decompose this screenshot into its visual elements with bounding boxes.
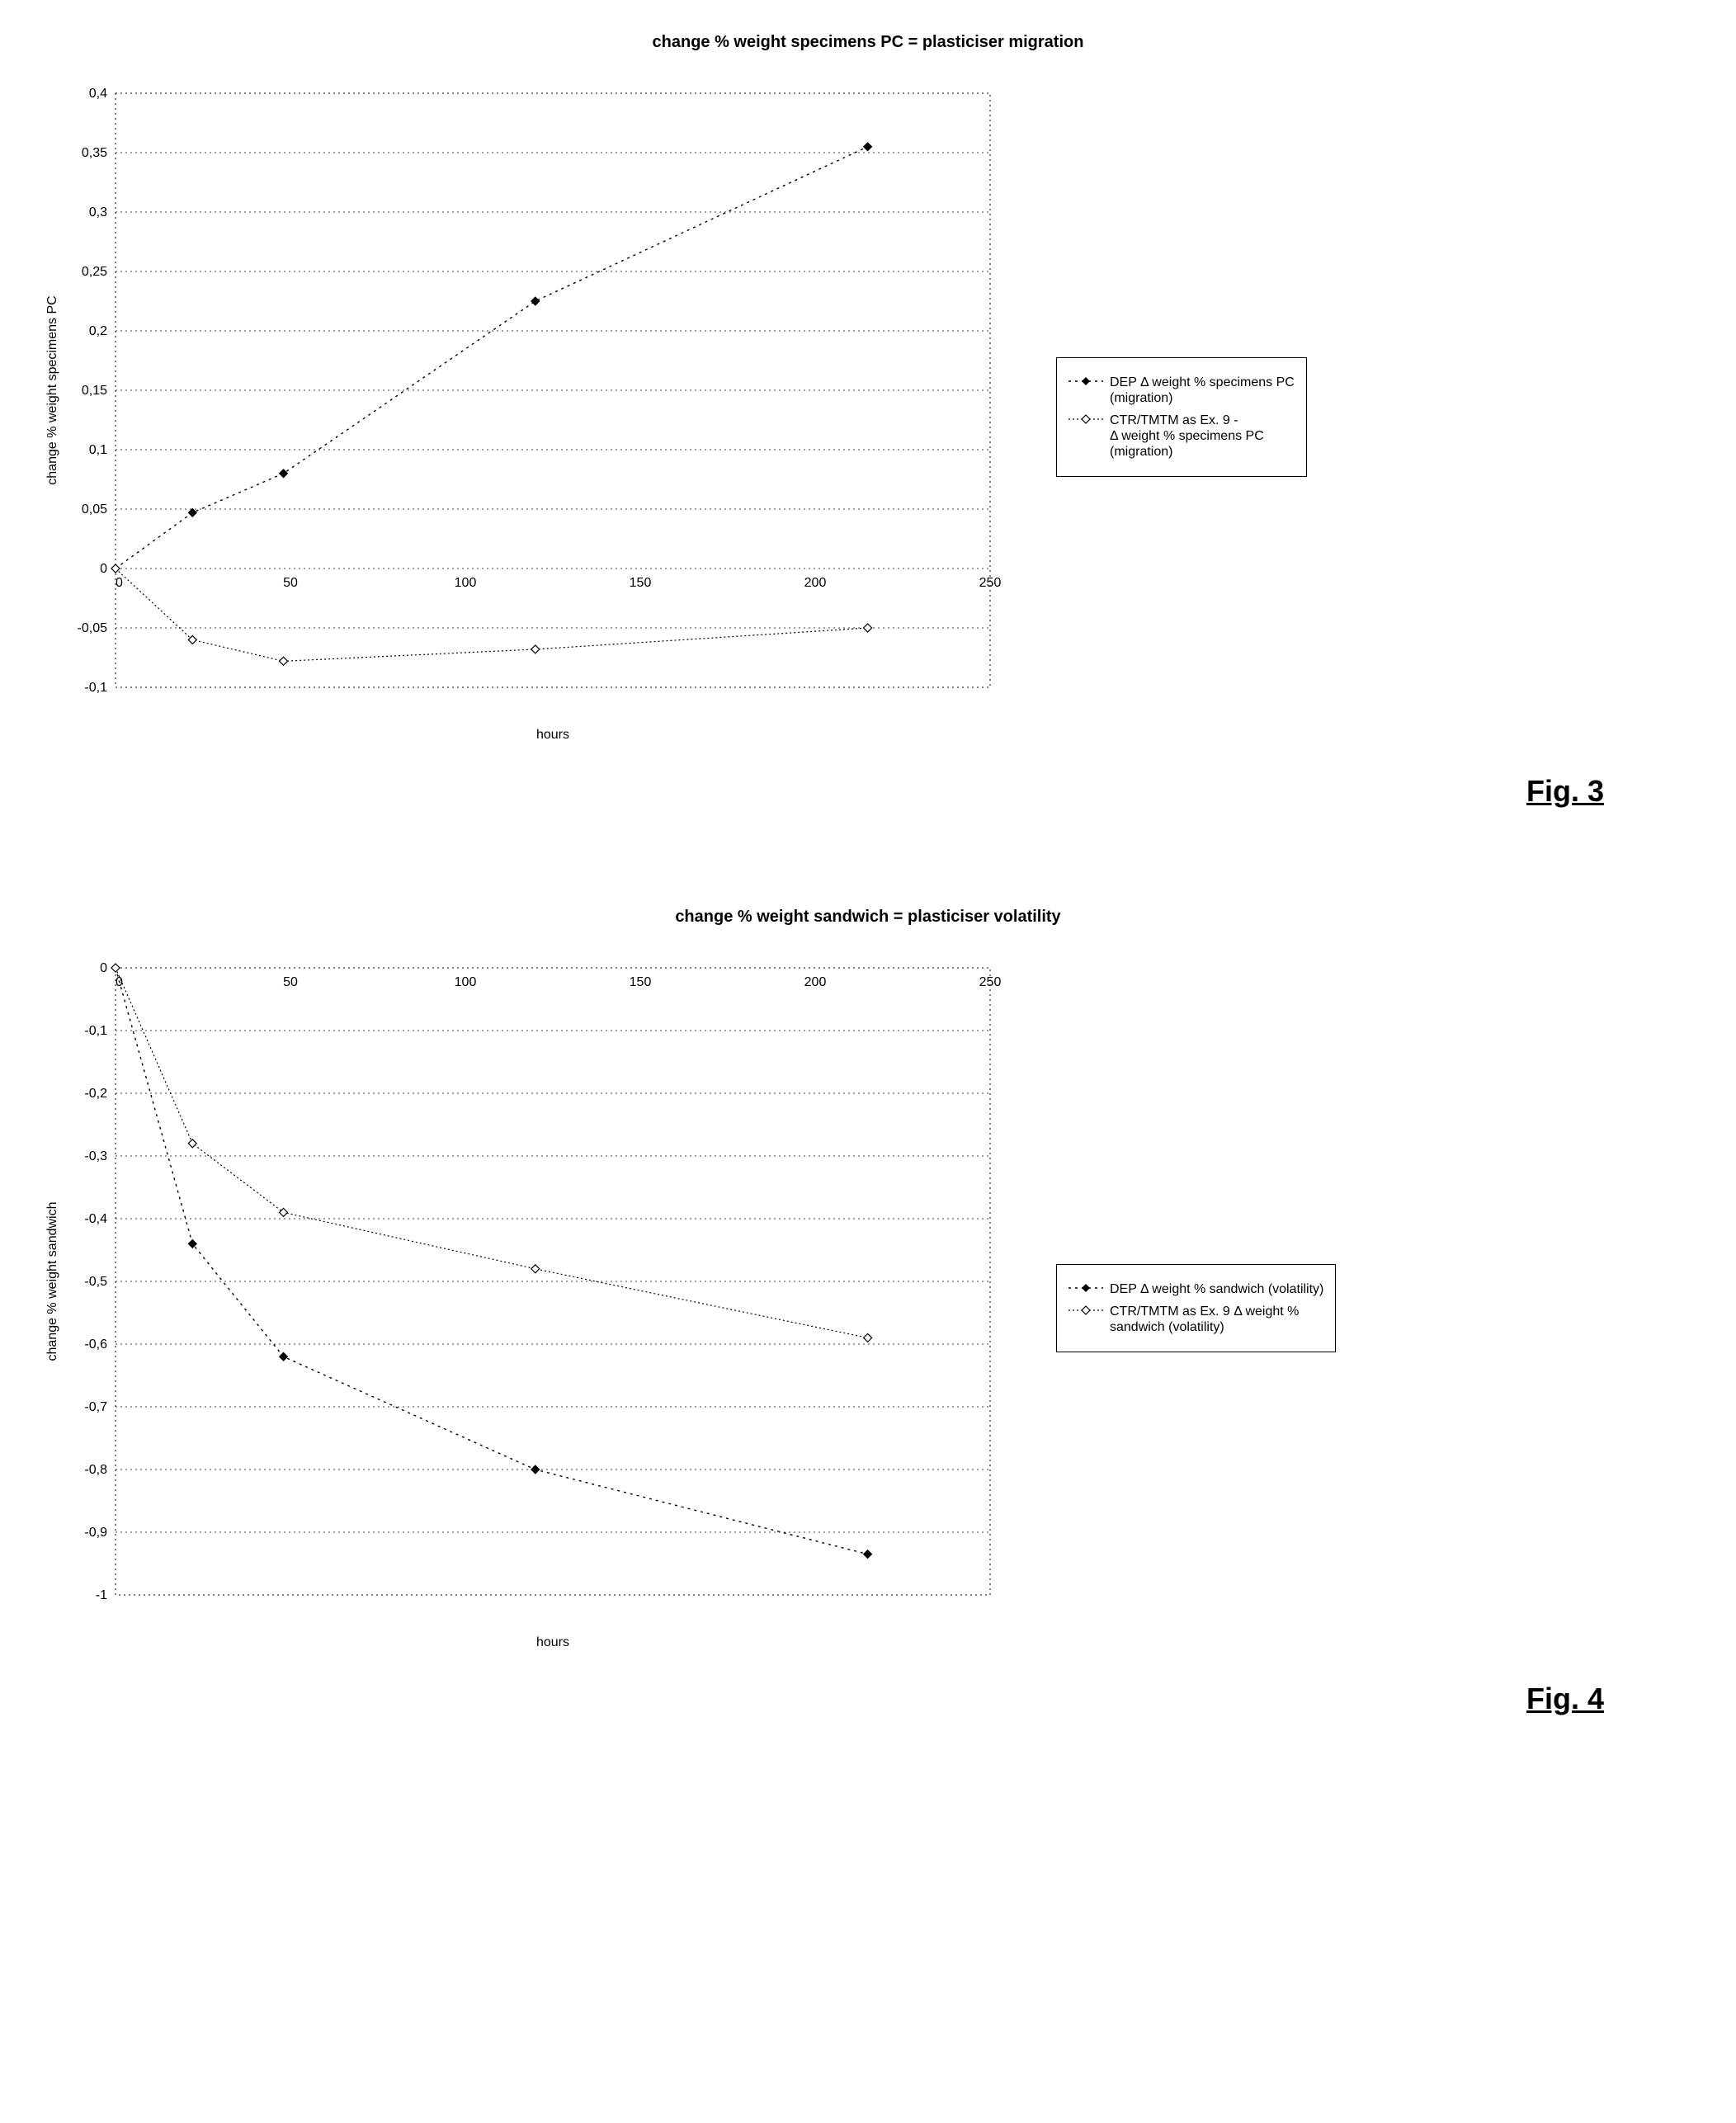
legend-item: CTR/TMTM as Ex. 9 - Δ weight % specimens… [1068,413,1295,460]
svg-text:150: 150 [630,975,652,989]
fig3-row: -0,1 -0,05 0 0,05 0,1 0,15 0,2 0,25 0,3 0,35 0,4 0 5… [33,77,1703,757]
svg-text:0,05: 0,05 [82,502,107,517]
svg-text:150: 150 [630,576,652,590]
fig4-legend: DEP Δ weight % sandwich (volatility) CTR/… [1056,1264,1336,1353]
svg-text:-0,4: -0,4 [84,1212,107,1226]
svg-text:-0,1: -0,1 [84,1024,107,1038]
legend-text: CTR/TMTM as Ex. 9 Δ weight % sandwich (v… [1110,1304,1299,1335]
svg-text:change % weight sandwich: change % weight sandwich [45,1201,59,1361]
legend-text: DEP Δ weight % specimens PC (migration) [1110,375,1295,406]
svg-text:50: 50 [283,576,298,590]
svg-text:-0,6: -0,6 [84,1337,107,1352]
svg-text:-1: -1 [96,1588,107,1602]
fig3-legend: DEP Δ weight % specimens PC (migration) C… [1056,357,1307,478]
legend-text: DEP Δ weight % sandwich (volatility) [1110,1281,1323,1297]
fig3-chart: -0,1 -0,05 0 0,05 0,1 0,15 0,2 0,25 0,3 0,35 0,4 0 5… [33,77,1007,757]
svg-text:0: 0 [100,961,107,975]
svg-text:-0,3: -0,3 [84,1149,107,1163]
svg-text:0: 0 [116,576,123,590]
svg-text:0,2: 0,2 [89,324,107,338]
svg-text:0,4: 0,4 [89,87,107,101]
svg-text:0,1: 0,1 [89,443,107,457]
legend-marker-icon [1068,1304,1103,1317]
svg-text:200: 200 [804,576,827,590]
figure-3-block: change % weight specimens PC = plasticis… [33,33,1703,809]
svg-text:100: 100 [455,975,477,989]
fig3-title: change % weight specimens PC = plasticis… [33,33,1703,52]
legend-item: DEP Δ weight % specimens PC (migration) [1068,375,1295,406]
fig4-chart: -1-0,9-0,8-0,7-0,6-0,5-0,4-0,3-0,2-0,100… [33,951,1007,1665]
svg-text:0,3: 0,3 [89,205,107,219]
svg-text:hours: hours [536,728,569,742]
fig4-title: change % weight sandwich = plasticiser v… [33,908,1703,927]
svg-text:change % weight specimens PC: change % weight specimens PC [45,295,59,484]
svg-text:0,25: 0,25 [82,265,107,279]
legend-marker-icon [1068,375,1103,388]
svg-text:0,35: 0,35 [82,146,107,160]
svg-text:-0,8: -0,8 [84,1463,107,1477]
svg-text:-0,5: -0,5 [84,1275,107,1289]
svg-text:-0,1: -0,1 [84,681,107,695]
svg-text:-0,2: -0,2 [84,1087,107,1101]
svg-text:hours: hours [536,1635,569,1649]
svg-text:-0,05: -0,05 [78,621,108,635]
legend-marker-icon [1068,413,1103,426]
svg-text:250: 250 [979,975,1002,989]
svg-text:250: 250 [979,576,1002,590]
fig4-svg: -1-0,9-0,8-0,7-0,6-0,5-0,4-0,3-0,2-0,100… [33,951,1007,1661]
legend-item: CTR/TMTM as Ex. 9 Δ weight % sandwich (v… [1068,1304,1323,1335]
legend-text: CTR/TMTM as Ex. 9 - Δ weight % specimens… [1110,413,1264,460]
svg-text:0,15: 0,15 [82,384,107,398]
svg-text:-0,9: -0,9 [84,1526,107,1540]
fig3-svg: -0,1 -0,05 0 0,05 0,1 0,15 0,2 0,25 0,3 0,35 0,4 0 5… [33,77,1007,753]
svg-text:100: 100 [455,576,477,590]
legend-marker-icon [1068,1281,1103,1295]
svg-text:200: 200 [804,975,827,989]
fig4-row: -1-0,9-0,8-0,7-0,6-0,5-0,4-0,3-0,2-0,100… [33,951,1703,1665]
fig3-label: Fig. 3 [33,774,1703,809]
svg-text:-0,7: -0,7 [84,1400,107,1414]
svg-text:50: 50 [283,975,298,989]
figure-4-block: change % weight sandwich = plasticiser v… [33,908,1703,1716]
svg-text:0: 0 [100,562,107,576]
legend-item: DEP Δ weight % sandwich (volatility) [1068,1281,1323,1297]
fig4-label: Fig. 4 [33,1682,1703,1716]
